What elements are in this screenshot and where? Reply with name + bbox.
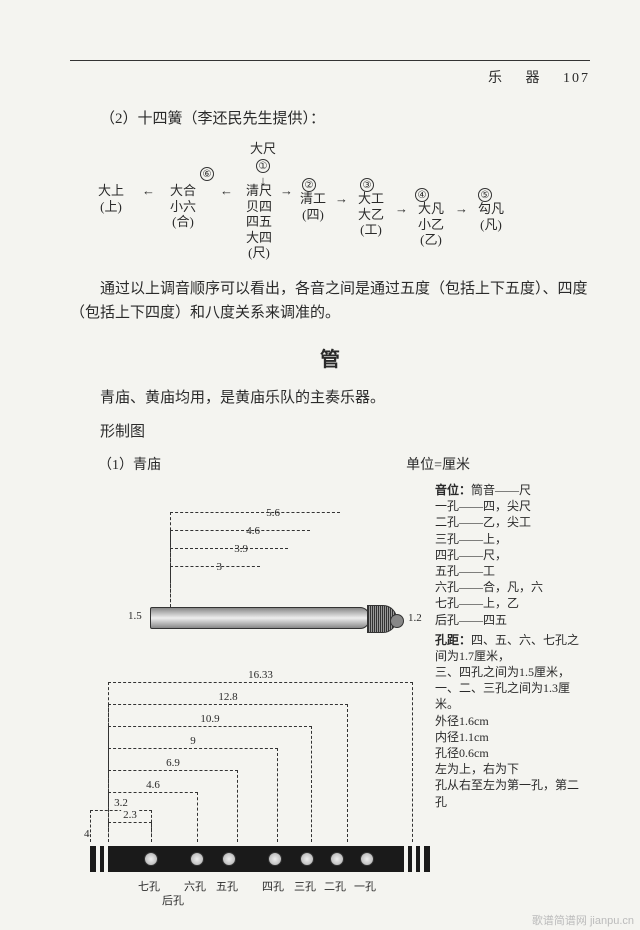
dim-9: 9	[188, 735, 198, 747]
guan-diagram: 5.6 4.6 3.9 3 1.5 1.2 16.33 12.8 10.9 9 …	[70, 482, 590, 902]
hole-7	[144, 852, 158, 866]
unit-label: 单位=厘米	[406, 454, 470, 474]
node-left2: 大上 (上)	[98, 183, 124, 214]
label-hole3: 三孔	[294, 878, 316, 894]
section-title-guan: 管	[70, 343, 590, 372]
dim-6.9: 6.9	[164, 757, 182, 769]
step-1-icon: ①	[256, 159, 270, 173]
page-number: 107	[563, 71, 590, 86]
paragraph-tuning: 通过以上调音顺序可以看出，各音之间是通过五度（包括上下五度）、四度（包括上下四度…	[70, 277, 590, 325]
label-dachi: 大尺	[250, 141, 276, 156]
kongju-title: 孔距：	[435, 633, 471, 647]
dim-3.9: 3.9	[234, 543, 248, 555]
paragraph-guan-1: 青庙、黄庙均用，是黄庙乐队的主奏乐器。	[70, 386, 590, 410]
unit-row: （1）青庙 单位=厘米	[70, 454, 590, 474]
label-hole2: 二孔	[324, 878, 346, 894]
dim-16.33: 16.33	[246, 669, 275, 681]
line-14reed: （2）十四簧（李还民先生提供）：	[70, 107, 590, 131]
page-header: 乐 器 107	[70, 67, 590, 87]
dim-1.5: 1.5	[128, 610, 142, 622]
pipe-body	[90, 846, 430, 872]
node-3: 清工 (四)	[300, 191, 326, 222]
step-3-icon: ③	[360, 178, 374, 192]
hole-5	[222, 852, 236, 866]
dim-4.6b: 4.6	[144, 779, 162, 791]
subfig-label: （1）青庙	[98, 454, 161, 474]
label-hole4: 四孔	[262, 878, 284, 894]
hole-1	[360, 852, 374, 866]
label-hole5: 五孔	[216, 878, 238, 894]
hole-6	[190, 852, 204, 866]
dim-3.2: 3.2	[112, 797, 130, 809]
dim-2.3: 2.3	[121, 809, 139, 821]
hole-3	[300, 852, 314, 866]
arrow-right-icon: →	[395, 201, 408, 217]
node-4: 大工 大乙 (工)	[358, 191, 384, 238]
paragraph-guan-2: 形制图	[70, 420, 590, 444]
side-notes: 音位：筒音——尺 一孔——四，尖尺 二孔——乙，尖工 三孔——上， 四孔——尺，…	[435, 482, 590, 810]
dim-1.2: 1.2	[408, 612, 422, 624]
arrow-left-icon: ←	[142, 183, 155, 199]
pipe-body-diagram: 16.33 12.8 10.9 9 6.9 4.6 3.2 2.3 4	[90, 682, 430, 882]
section-label: 乐 器	[488, 71, 550, 86]
dim-4.6: 4.6	[246, 525, 260, 537]
dim-4: 4	[84, 828, 90, 840]
mouthpiece-diagram: 5.6 4.6 3.9 3 1.5 1.2	[130, 512, 390, 652]
arrow-right-icon: →	[455, 201, 468, 217]
step-5-icon: ⑤	[478, 188, 492, 202]
tuning-diagram: 大尺 ① ↓ ⑥ 清尺 贝四 四五 大四 (尺) ← → 大合 小六 (合) ←…	[70, 141, 590, 261]
dim-3: 3	[217, 561, 223, 573]
dim-10.9: 10.9	[198, 713, 221, 725]
node-main-col: 清尺 贝四 四五 大四 (尺)	[246, 183, 272, 261]
arrow-right-icon: →	[280, 183, 293, 199]
dim-12.8: 12.8	[216, 691, 239, 703]
hole-4	[268, 852, 282, 866]
mouthpiece-body	[150, 607, 370, 629]
arrow-right-icon: →	[335, 191, 348, 207]
node-top: 大尺 ① ↓	[250, 141, 276, 188]
step-2-icon: ②	[302, 178, 316, 192]
arrow-left-icon: ←	[220, 183, 233, 199]
mouthpiece-tip	[367, 605, 397, 633]
label-hole7: 七孔	[138, 878, 160, 894]
step-6-icon: ⑥	[200, 167, 214, 181]
hole-2	[330, 852, 344, 866]
node-5: 大凡 小乙 (乙)	[418, 201, 444, 248]
yinwei-title: 音位：	[435, 483, 471, 497]
watermark: 歌谱简谱网 jianpu.cn	[532, 912, 634, 928]
label-hole1: 一孔	[354, 878, 376, 894]
label-hole6: 六孔	[184, 878, 206, 894]
node-6: 勾凡 (凡)	[478, 201, 504, 232]
dim-5.6: 5.6	[266, 507, 280, 519]
label-backhole: 后孔	[162, 892, 184, 908]
step-4-icon: ④	[415, 188, 429, 202]
node-left1: 大合 小六 (合)	[170, 183, 196, 230]
